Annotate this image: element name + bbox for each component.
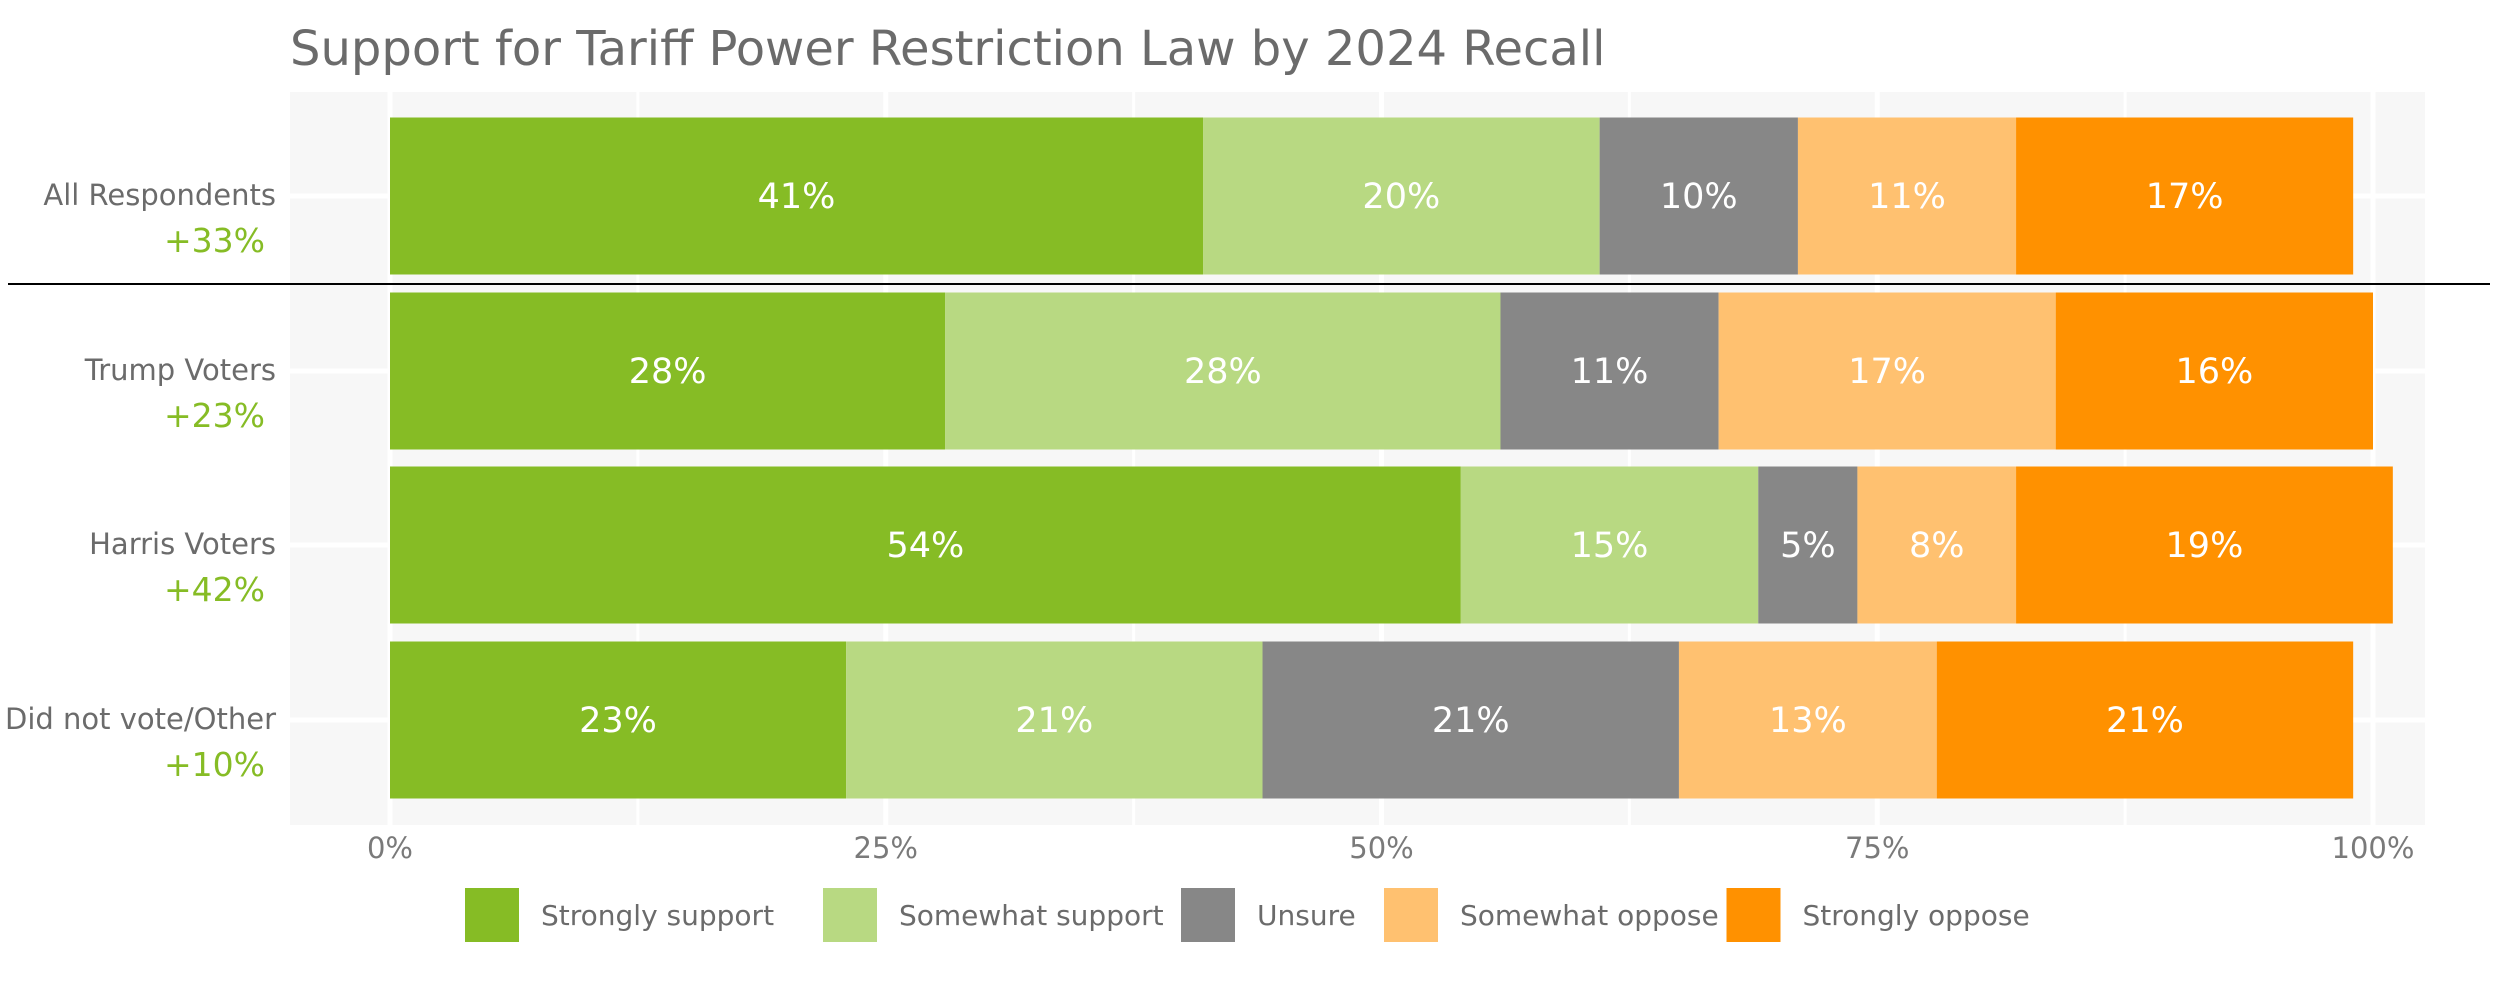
bar-segments: [390, 117, 2393, 799]
bar-segment: [390, 292, 946, 450]
segment-label: 19%: [2166, 526, 2244, 566]
segment-label: 20%: [1362, 177, 1440, 217]
segment-label: 21%: [1432, 701, 1510, 741]
bar-segment: [1203, 117, 1600, 275]
legend-label: Somewhat support: [899, 899, 1164, 932]
category-label: Harris Voters: [89, 527, 276, 561]
net-label: +23%: [164, 396, 265, 435]
category-labels: All Respondents +33% Trump Voters +23% Harri…: [5, 178, 276, 784]
net-label: +33%: [164, 221, 265, 260]
bar-segment: [1758, 466, 1858, 624]
segment-label: 21%: [2106, 701, 2184, 741]
bar-segment: [1599, 117, 1798, 275]
x-axis-ticks: 0% 25% 50% 75% 100%: [367, 831, 2414, 865]
legend-label: Unsure: [1257, 899, 1356, 932]
bar-segment: [846, 641, 1263, 799]
bar-segment: [1678, 641, 1937, 799]
x-tick-label: 25%: [854, 831, 918, 865]
chart-title: Support for Tariff Power Restriction Law…: [290, 21, 1605, 77]
legend-label: Somewhat oppose: [1460, 899, 1719, 932]
segment-label: 16%: [2175, 352, 2253, 392]
segment-label: 11%: [1868, 177, 1946, 217]
x-tick-label: 50%: [1349, 831, 1413, 865]
segment-label: 28%: [1184, 352, 1262, 392]
bar-segment: [390, 117, 1204, 275]
segment-label: 23%: [579, 701, 657, 741]
bar-segment: [1460, 466, 1759, 624]
legend-swatch: [1726, 888, 1781, 942]
segment-label: 5%: [1780, 526, 1836, 566]
bar-segment: [1262, 641, 1679, 799]
x-tick-label: 75%: [1845, 831, 1909, 865]
segment-label: 28%: [629, 352, 707, 392]
segment-label: 54%: [887, 526, 965, 566]
segment-label: 15%: [1571, 526, 1649, 566]
bar-segment: [1718, 292, 2056, 450]
bar-segment: [2016, 466, 2393, 624]
bar-segment: [1857, 466, 2017, 624]
segment-label: 17%: [2146, 177, 2224, 217]
segment-label: 13%: [1769, 701, 1847, 741]
bar-segment: [2016, 117, 2354, 275]
legend-label: Strongly oppose: [1803, 899, 2030, 932]
bar-segment: [1797, 117, 2017, 275]
legend-swatch: [823, 888, 877, 942]
net-label: +42%: [164, 570, 265, 609]
segment-labels: 41% 20% 10% 11% 17% 28% 28% 11% 17% 16% 54% 15% 5% 8%…: [579, 177, 2253, 741]
bar-segment: [945, 292, 1501, 450]
category-label: All Respondents: [43, 178, 276, 212]
bar-segment: [2055, 292, 2373, 450]
bar-segment: [1500, 292, 1719, 450]
x-tick-label: 0%: [367, 831, 413, 865]
bar-segment: [390, 466, 1461, 624]
segment-label: 11%: [1571, 352, 1649, 392]
bar-segment: [390, 641, 847, 799]
category-label: Trump Voters: [84, 353, 276, 387]
segment-label: 10%: [1660, 177, 1738, 217]
legend-swatch: [1181, 888, 1235, 942]
x-tick-label: 100%: [2332, 831, 2415, 865]
net-label: +10%: [164, 745, 265, 784]
legend-swatch: [1384, 888, 1438, 942]
bar-segment: [1936, 641, 2354, 799]
legend: Strongly support Somewhat support Unsure So…: [465, 888, 2030, 942]
category-label: Did not vote/Other: [5, 702, 276, 736]
legend-swatch: [465, 888, 519, 942]
segment-label: 17%: [1848, 352, 1926, 392]
segment-label: 21%: [1015, 701, 1093, 741]
legend-label: Strongly support: [541, 899, 774, 932]
segment-label: 8%: [1909, 526, 1965, 566]
segment-label: 41%: [758, 177, 836, 217]
